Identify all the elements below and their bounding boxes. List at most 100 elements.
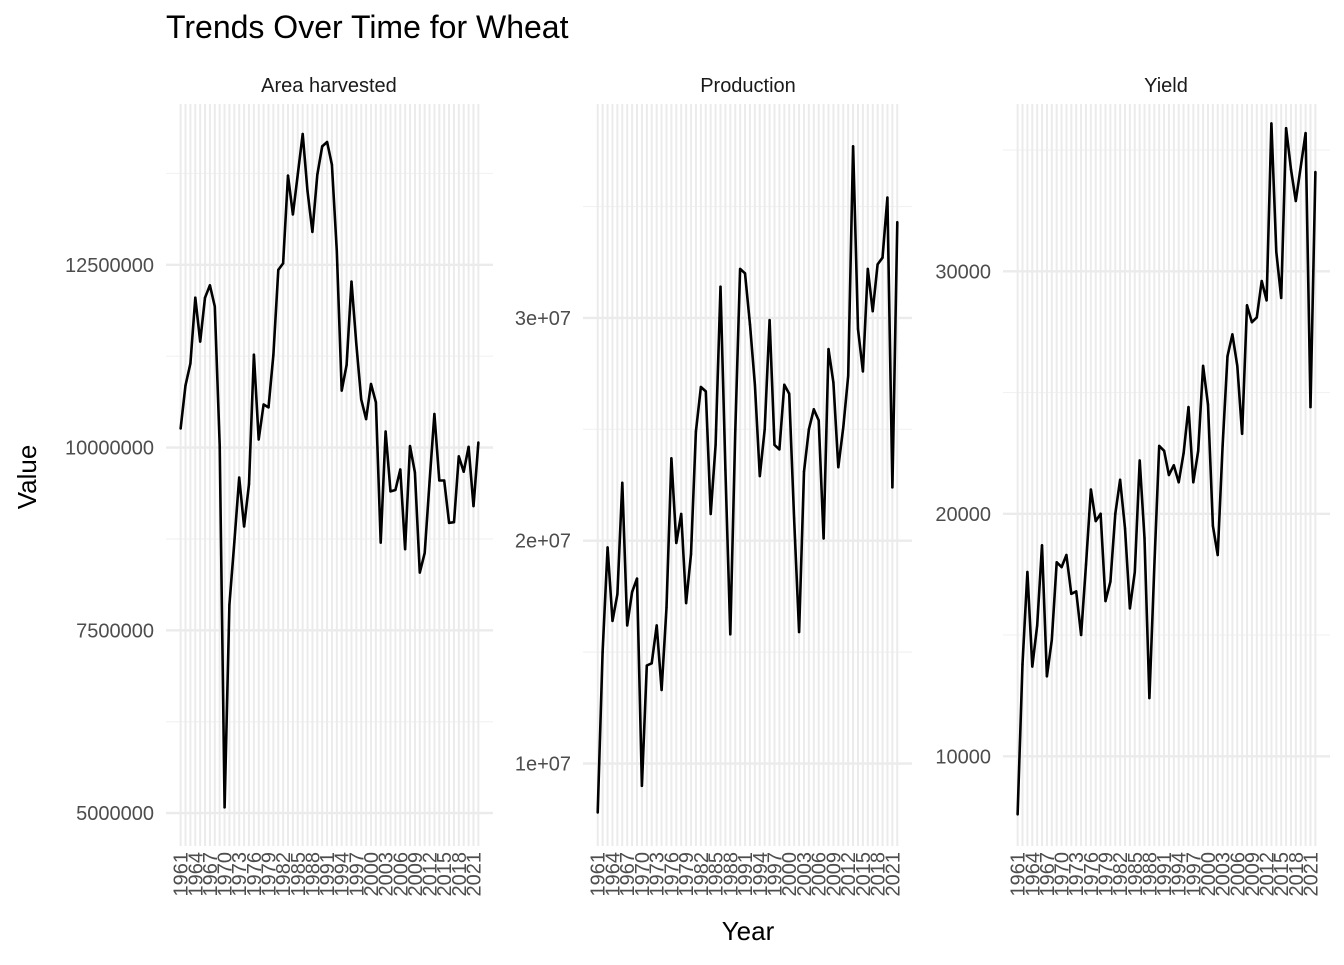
y-tick-label: 5000000 bbox=[76, 803, 154, 825]
data-point bbox=[827, 347, 830, 351]
data-point bbox=[1060, 565, 1063, 569]
data-point bbox=[1089, 488, 1093, 491]
chart-title: Trends Over Time for Wheat bbox=[166, 9, 569, 45]
x-tick-label: 1979 bbox=[676, 852, 698, 897]
data-point bbox=[729, 633, 732, 636]
data-point bbox=[1279, 296, 1283, 300]
data-point bbox=[316, 173, 319, 177]
x-tick-label: 2003 bbox=[376, 852, 398, 897]
panel-title-yield: Yield bbox=[1144, 75, 1188, 97]
y-tick-label: 30000 bbox=[935, 261, 991, 283]
data-point bbox=[452, 520, 456, 524]
data-point bbox=[1236, 364, 1239, 368]
data-point bbox=[179, 427, 182, 430]
data-point bbox=[719, 285, 722, 288]
x-tick-label: 1970 bbox=[632, 852, 654, 897]
data-point bbox=[680, 512, 683, 516]
data-point bbox=[1026, 570, 1029, 574]
data-point bbox=[1065, 553, 1068, 557]
data-point bbox=[325, 140, 329, 144]
data-point bbox=[846, 374, 850, 378]
data-point bbox=[1084, 563, 1088, 566]
y-tick-label: 1e+07 bbox=[515, 754, 571, 776]
data-point bbox=[399, 468, 402, 471]
data-point bbox=[1275, 250, 1278, 254]
data-point bbox=[1226, 354, 1229, 358]
data-point bbox=[281, 262, 285, 265]
x-tick-label: 1964 bbox=[602, 852, 624, 897]
data-point bbox=[257, 438, 260, 441]
x-tick-label: 2006 bbox=[809, 852, 831, 897]
data-point bbox=[418, 571, 421, 574]
data-point bbox=[428, 480, 431, 483]
x-tick-label: 1985 bbox=[288, 852, 310, 897]
x-tick-label: 1988 bbox=[720, 852, 742, 897]
data-points bbox=[179, 132, 480, 809]
data-point bbox=[408, 444, 412, 448]
y-tick-label: 12500000 bbox=[65, 255, 154, 277]
data-point bbox=[208, 284, 212, 287]
data-point bbox=[423, 551, 426, 555]
data-point bbox=[616, 593, 619, 596]
x-tick-label: 2018 bbox=[1286, 852, 1308, 897]
x-tick-label: 2000 bbox=[779, 852, 801, 897]
x-tick-label: 1982 bbox=[1110, 852, 1132, 897]
y-tick-label: 7500000 bbox=[76, 620, 154, 642]
x-tick-label: 1976 bbox=[661, 852, 683, 897]
data-point bbox=[748, 323, 752, 326]
data-points bbox=[596, 145, 899, 814]
data-point bbox=[807, 428, 811, 431]
data-point bbox=[438, 479, 441, 482]
data-point bbox=[335, 249, 339, 253]
y-axis-title: Value bbox=[12, 445, 42, 510]
data-point bbox=[601, 650, 604, 654]
data-point bbox=[1309, 405, 1312, 409]
data-point bbox=[379, 541, 382, 544]
data-point bbox=[1197, 449, 1200, 452]
x-tick-label: 2006 bbox=[390, 852, 412, 897]
data-point bbox=[1177, 481, 1180, 484]
data-point bbox=[734, 432, 737, 435]
data-point bbox=[1211, 524, 1215, 528]
data-point bbox=[1143, 536, 1146, 540]
data-point bbox=[472, 504, 475, 508]
data-point bbox=[218, 444, 221, 447]
x-tick-label: 2015 bbox=[434, 852, 456, 897]
data-point bbox=[1050, 638, 1054, 642]
y-tick-label: 10000 bbox=[935, 746, 991, 768]
data-point bbox=[1206, 403, 1210, 406]
data-point bbox=[291, 213, 295, 216]
data-point bbox=[684, 601, 688, 605]
data-point bbox=[896, 220, 899, 224]
x-tick-label: 1967 bbox=[200, 852, 222, 897]
data-point bbox=[1245, 304, 1249, 307]
data-point bbox=[467, 445, 470, 449]
x-tick-label: 1994 bbox=[1169, 852, 1191, 897]
data-point bbox=[851, 145, 855, 148]
data-point bbox=[233, 541, 236, 544]
data-point bbox=[1221, 444, 1224, 448]
data-point bbox=[238, 476, 241, 479]
data-point bbox=[457, 455, 461, 458]
x-tick-label: 1997 bbox=[346, 852, 368, 897]
data-point bbox=[462, 470, 465, 473]
data-point bbox=[242, 525, 246, 528]
x-tick-label: 1994 bbox=[332, 852, 354, 897]
data-point bbox=[340, 389, 343, 392]
x-axis-title: Year bbox=[722, 916, 775, 946]
data-point bbox=[753, 383, 757, 386]
data-point bbox=[1075, 590, 1078, 593]
data-point bbox=[1031, 665, 1034, 668]
data-point bbox=[1148, 696, 1151, 700]
data-point bbox=[1118, 478, 1122, 482]
data-point bbox=[350, 280, 353, 283]
y-gridlines bbox=[1003, 270, 1330, 758]
data-point bbox=[802, 470, 806, 473]
data-point bbox=[861, 370, 865, 373]
data-point bbox=[272, 353, 275, 356]
data-point bbox=[675, 541, 678, 545]
data-point bbox=[694, 430, 698, 433]
x-tick-label: 2015 bbox=[853, 852, 875, 897]
data-point bbox=[606, 546, 609, 549]
panel-title-area-harvested: Area harvested bbox=[261, 75, 397, 97]
